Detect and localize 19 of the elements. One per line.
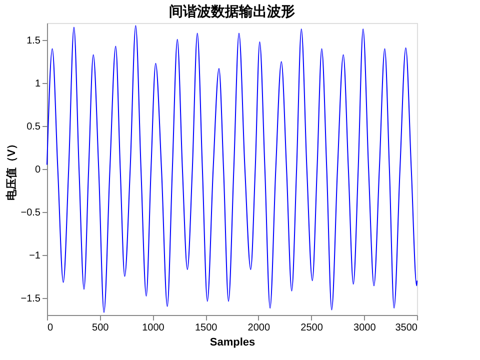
x-tick-label: 3000 bbox=[354, 322, 376, 334]
x-tick-label: 0 bbox=[48, 322, 54, 334]
x-tick-label: 2500 bbox=[300, 322, 324, 334]
chart-title: 间谐波数据输出波形 bbox=[169, 4, 295, 20]
y-tick-label: 0.5 bbox=[26, 122, 41, 133]
y-axis-title: 电压值（V） bbox=[4, 138, 18, 201]
y-tick-label: 1 bbox=[34, 78, 41, 90]
x-tick-label: 500 bbox=[92, 322, 110, 334]
y-tick-label: −0.5 bbox=[20, 207, 41, 218]
y-tick-label: −1 bbox=[29, 250, 41, 262]
y-tick-label: 1.5 bbox=[26, 36, 41, 47]
x-tick-label: 2000 bbox=[248, 322, 270, 334]
x-axis-title: Samples bbox=[210, 336, 256, 348]
x-tick-label: 1000 bbox=[142, 322, 165, 334]
line-series bbox=[46, 25, 418, 313]
y-tick-label: 0 bbox=[34, 164, 41, 176]
y-tick-label: −1.5 bbox=[20, 293, 41, 304]
x-tick-label: 1500 bbox=[194, 322, 218, 334]
x-tick-label: 3500 bbox=[395, 322, 418, 334]
